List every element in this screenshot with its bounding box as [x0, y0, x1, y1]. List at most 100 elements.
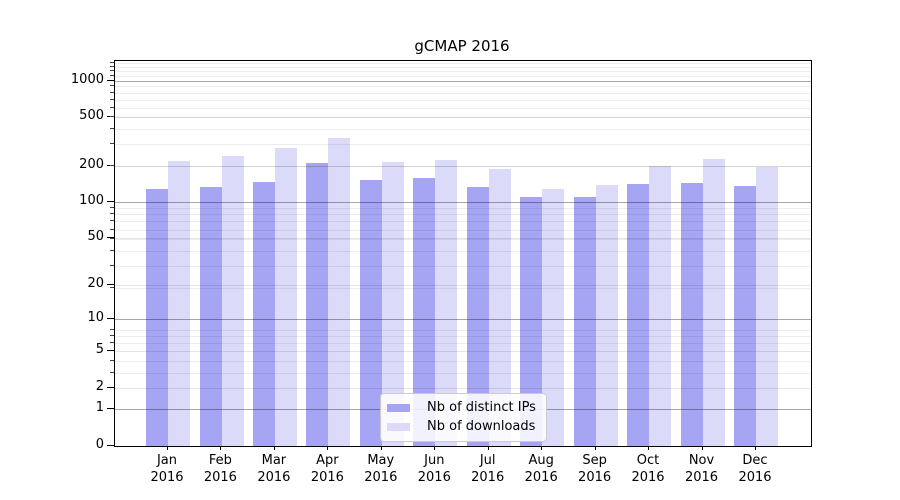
y-tick-label: 100 — [79, 192, 104, 208]
bar-distinct-ips-oct — [627, 183, 649, 446]
bar-distinct-ips-mar — [252, 182, 275, 446]
plot-area: Nb of distinct IPs Nb of downloads — [114, 60, 812, 447]
bar-downloads-jan — [168, 160, 190, 446]
y-tick-label: 50 — [87, 229, 104, 245]
x-tick-mark — [327, 446, 329, 450]
y-minor-tick-mark — [110, 143, 114, 145]
y-minor-tick-mark — [110, 342, 114, 344]
bar-distinct-ips-dec — [734, 185, 756, 446]
x-tick-mark — [648, 446, 649, 450]
y-minor-tick-mark — [110, 238, 114, 240]
y-tick-label: 0 — [95, 437, 104, 452]
bar-downloads-jun — [435, 159, 458, 446]
bar-distinct-ips-sep — [573, 197, 596, 446]
bar-downloads-dec — [756, 166, 778, 446]
legend-label-distinct-ips: Nb of distinct IPs — [427, 400, 536, 415]
y-minor-tick-mark — [110, 265, 114, 267]
y-tick-label: 10 — [87, 310, 104, 326]
y-tick-label: 5 — [95, 342, 104, 358]
y-tick-mark — [107, 408, 114, 410]
bar-downloads-nov — [702, 159, 725, 446]
y-minor-tick-mark — [110, 207, 114, 208]
x-tick-label: Nov 2016 — [684, 453, 719, 485]
legend-swatch-downloads — [387, 422, 410, 431]
legend-item-distinct-ips: Nb of distinct IPs — [387, 400, 536, 415]
x-tick-label: Sep 2016 — [578, 453, 612, 485]
bars-layer — [115, 61, 811, 446]
y-minor-tick-mark — [110, 220, 114, 222]
legend: Nb of distinct IPs Nb of downloads — [380, 393, 547, 442]
x-tick-label: Dec 2016 — [738, 453, 772, 485]
y-minor-tick-mark — [110, 70, 114, 71]
y-minor-tick-mark — [110, 371, 114, 373]
bar-distinct-ips-apr — [306, 162, 329, 446]
x-tick-mark — [755, 446, 756, 450]
y-tick-label: 1000 — [70, 71, 104, 87]
bar-downloads-may — [381, 161, 404, 446]
y-tick-mark — [107, 237, 114, 239]
legend-item-downloads: Nb of downloads — [387, 419, 536, 434]
y-tick-mark — [107, 445, 114, 446]
x-tick-label: Oct 2016 — [631, 453, 665, 485]
y-tick-mark — [107, 79, 114, 81]
bar-downloads-aug — [542, 189, 565, 446]
x-tick-label: Jun 2016 — [417, 453, 451, 485]
x-tick-mark — [273, 446, 275, 450]
legend-swatch-distinct-ips — [387, 403, 410, 412]
bar-downloads-jul — [488, 168, 511, 446]
y-tick-mark — [107, 284, 114, 285]
y-minor-tick-mark — [110, 116, 114, 118]
y-tick-label: 20 — [87, 276, 104, 291]
y-tick-mark — [107, 318, 114, 320]
bar-distinct-ips-nov — [680, 182, 703, 446]
bar-distinct-ips-jan — [146, 188, 168, 446]
y-minor-tick-mark — [110, 335, 114, 336]
x-tick-label: Jul 2016 — [471, 453, 505, 485]
x-tick-mark — [434, 446, 436, 450]
y-minor-tick-mark — [110, 249, 114, 251]
x-tick-label: May 2016 — [364, 453, 398, 485]
y-minor-tick-mark — [110, 65, 114, 67]
y-minor-tick-mark — [110, 164, 114, 166]
x-tick-label: Feb 2016 — [203, 453, 237, 485]
chart-title: gCMAP 2016 — [414, 37, 510, 55]
y-tick-mark — [107, 386, 114, 388]
bar-downloads-mar — [274, 148, 297, 446]
y-minor-tick-mark — [110, 98, 114, 100]
y-minor-tick-mark — [110, 228, 114, 230]
x-tick-label: Aug 2016 — [524, 453, 558, 485]
x-tick-mark — [167, 446, 168, 450]
y-tick-mark — [107, 200, 114, 202]
x-tick-mark — [220, 446, 222, 450]
bar-distinct-ips-jul — [466, 187, 489, 446]
y-tick-label: 1 — [95, 400, 104, 416]
legend-label-downloads: Nb of downloads — [427, 419, 536, 434]
y-minor-tick-mark — [110, 85, 114, 87]
bar-downloads-feb — [221, 155, 244, 446]
y-minor-tick-mark — [110, 213, 114, 215]
x-tick-mark — [594, 446, 596, 450]
bar-downloads-apr — [328, 137, 351, 446]
bar-distinct-ips-may — [359, 180, 382, 446]
x-tick-mark — [487, 446, 489, 450]
y-minor-tick-mark — [110, 328, 114, 330]
y-minor-tick-mark — [110, 91, 114, 93]
bar-distinct-ips-feb — [199, 187, 222, 446]
x-tick-mark — [541, 446, 543, 450]
bar-downloads-sep — [595, 185, 618, 446]
y-minor-tick-mark — [110, 359, 114, 361]
y-tick-label: 2 — [95, 378, 104, 394]
bar-downloads-oct — [649, 165, 671, 446]
y-minor-tick-mark — [110, 74, 114, 76]
y-minor-tick-mark — [110, 128, 114, 130]
y-minor-tick-mark — [110, 106, 114, 108]
x-tick-label: Apr 2016 — [310, 453, 344, 485]
y-tick-mark — [107, 350, 114, 352]
x-tick-label: Jan 2016 — [150, 453, 184, 485]
x-tick-mark — [380, 446, 382, 450]
y-minor-tick-mark — [110, 61, 114, 63]
bar-distinct-ips-jun — [413, 178, 436, 446]
y-minor-tick-mark — [110, 286, 114, 288]
x-tick-label: Mar 2016 — [257, 453, 291, 485]
